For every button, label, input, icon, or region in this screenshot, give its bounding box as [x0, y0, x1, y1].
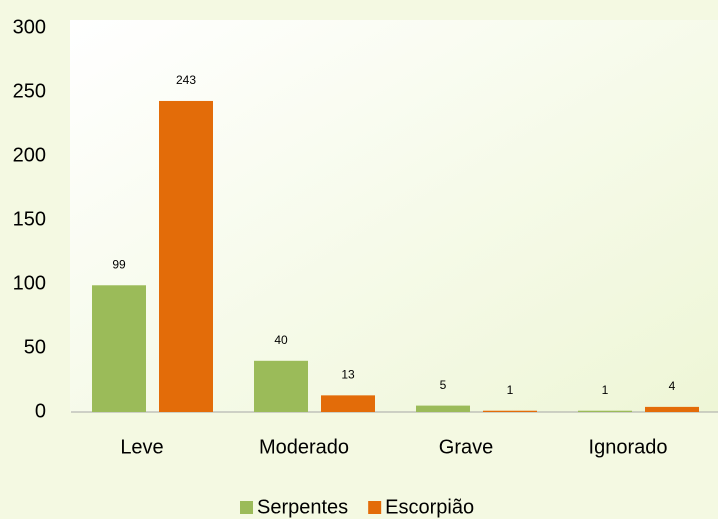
y-tick-label: 200: [13, 144, 46, 166]
data-label: 1: [602, 383, 609, 397]
bar: [159, 100, 213, 413]
bar: [645, 406, 699, 412]
legend-swatch: [240, 501, 253, 514]
y-tick-label: 150: [13, 208, 46, 230]
legend-label: Escorpião: [385, 496, 474, 518]
data-label: 40: [274, 333, 288, 347]
bar: [92, 285, 146, 412]
data-label: 243: [176, 73, 196, 87]
y-tick-label: 0: [35, 400, 46, 422]
bar: [483, 410, 537, 412]
y-tick-label: 50: [24, 336, 46, 358]
y-tick-label: 300: [13, 16, 46, 38]
x-tick-label: Moderado: [259, 436, 349, 458]
legend-label: Serpentes: [257, 496, 348, 518]
y-tick-label: 100: [13, 272, 46, 294]
bar: [578, 410, 632, 412]
data-label: 99: [112, 257, 126, 271]
x-tick-label: Leve: [120, 436, 163, 458]
x-tick-label: Grave: [439, 436, 493, 458]
x-tick-label: Ignorado: [589, 436, 668, 458]
bar: [321, 395, 375, 412]
data-label: 13: [341, 368, 355, 382]
data-label: 4: [669, 379, 676, 393]
y-tick-label: 250: [13, 80, 46, 102]
bar: [416, 405, 470, 412]
legend-swatch: [368, 501, 382, 514]
data-label: 5: [440, 378, 447, 392]
bar: [254, 360, 308, 412]
data-label: 1: [507, 383, 514, 397]
